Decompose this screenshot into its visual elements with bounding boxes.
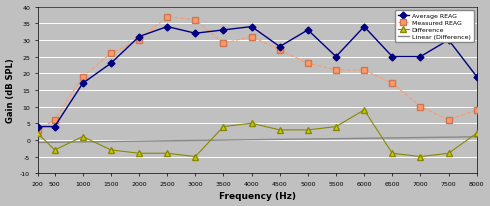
Average REAG [80, 83, 86, 85]
Measured REAG [277, 49, 283, 52]
Linear (Difference) [36, 142, 42, 144]
Measured REAG [474, 109, 480, 112]
Measured REAG [305, 63, 311, 65]
Linear (Difference) [294, 138, 300, 141]
Measured REAG [417, 106, 423, 108]
Line: Linear (Difference): Linear (Difference) [38, 137, 477, 143]
Difference [51, 149, 57, 151]
Measured REAG [164, 16, 170, 19]
Average REAG [361, 26, 367, 29]
Average REAG [333, 56, 339, 59]
Measured REAG [35, 129, 41, 131]
Difference [361, 109, 367, 112]
Difference [108, 149, 114, 151]
Difference [305, 129, 311, 131]
Difference [220, 126, 226, 128]
Average REAG [277, 46, 283, 49]
Measured REAG [390, 83, 395, 85]
Average REAG [193, 33, 198, 35]
Line: Measured REAG: Measured REAG [35, 14, 480, 133]
Difference [333, 126, 339, 128]
Average REAG [108, 63, 114, 65]
Measured REAG [248, 36, 254, 39]
Difference [417, 156, 423, 158]
Linear (Difference) [296, 138, 302, 141]
Average REAG [35, 126, 41, 128]
Average REAG [390, 56, 395, 59]
Average REAG [305, 29, 311, 32]
Difference [248, 122, 254, 125]
Linear (Difference) [474, 136, 480, 138]
Linear (Difference) [433, 136, 439, 139]
Average REAG [248, 26, 254, 29]
Measured REAG [108, 53, 114, 55]
Difference [80, 136, 86, 138]
Linear (Difference) [303, 138, 309, 140]
Line: Average REAG: Average REAG [35, 25, 479, 129]
Average REAG [136, 36, 142, 39]
Difference [390, 152, 395, 155]
X-axis label: Frequency (Hz): Frequency (Hz) [219, 192, 296, 200]
Average REAG [417, 56, 423, 59]
Average REAG [445, 40, 451, 42]
Line: Difference: Difference [35, 108, 480, 160]
Difference [474, 132, 480, 135]
Measured REAG [445, 119, 451, 122]
Difference [35, 132, 41, 135]
Y-axis label: Gain (dB SPL): Gain (dB SPL) [5, 58, 15, 123]
Linear (Difference) [405, 137, 411, 139]
Legend: Average REAG, Measured REAG, Difference, Linear (Difference): Average REAG, Measured REAG, Difference,… [394, 11, 473, 43]
Difference [445, 152, 451, 155]
Average REAG [220, 29, 226, 32]
Measured REAG [361, 69, 367, 72]
Difference [136, 152, 142, 155]
Average REAG [51, 126, 57, 128]
Measured REAG [220, 43, 226, 45]
Measured REAG [193, 20, 198, 22]
Difference [277, 129, 283, 131]
Difference [164, 152, 170, 155]
Linear (Difference) [35, 142, 41, 144]
Measured REAG [80, 76, 86, 78]
Average REAG [474, 76, 480, 78]
Average REAG [164, 26, 170, 29]
Measured REAG [51, 119, 57, 122]
Difference [193, 156, 198, 158]
Measured REAG [333, 69, 339, 72]
Measured REAG [136, 40, 142, 42]
